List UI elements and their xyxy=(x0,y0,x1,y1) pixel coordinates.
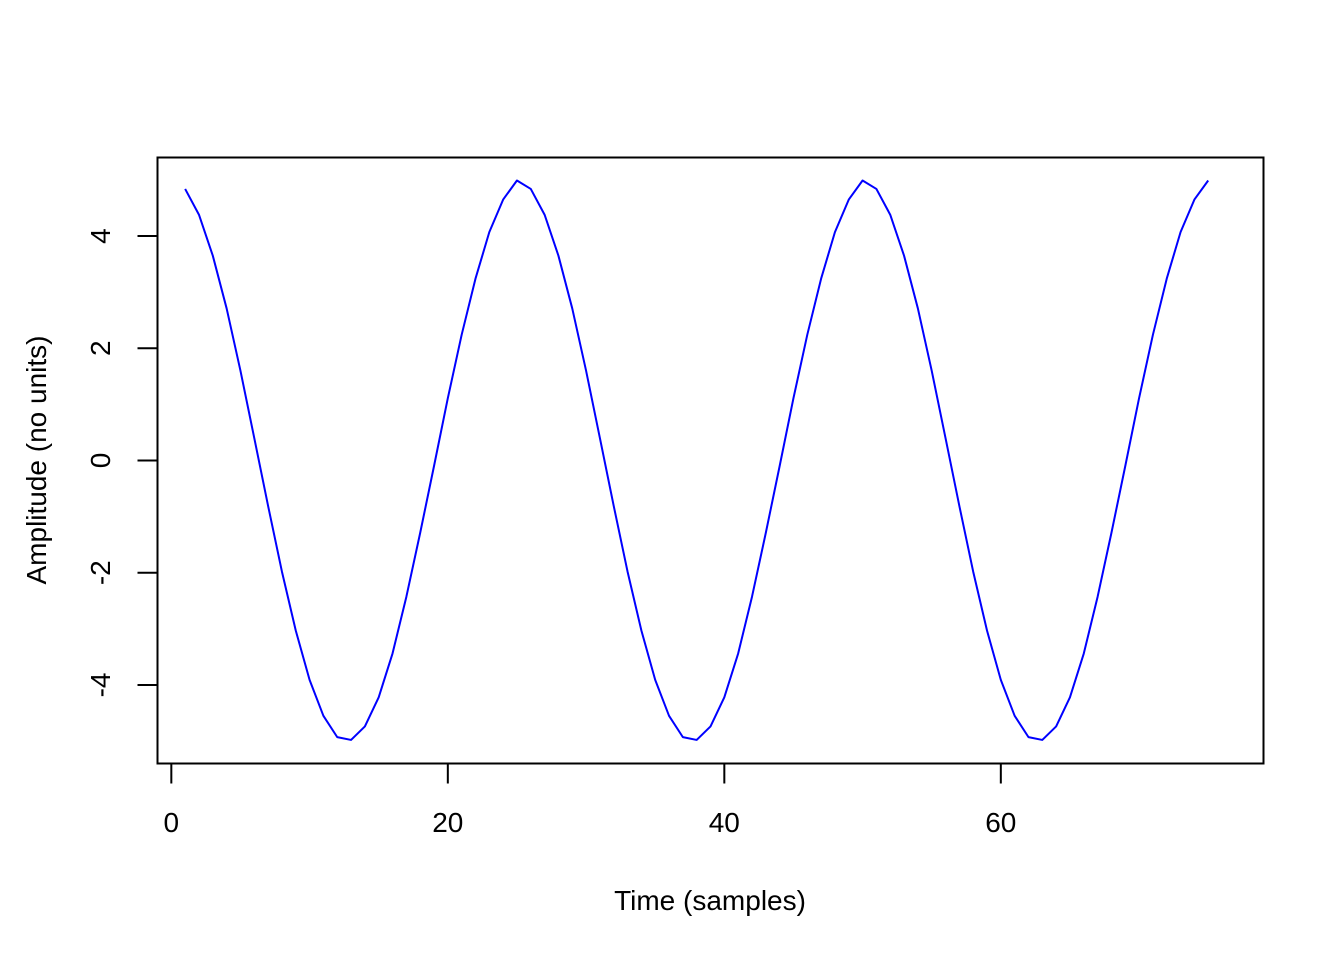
x-tick-label: 0 xyxy=(164,807,180,838)
y-axis-title: Amplitude (no units) xyxy=(21,335,52,584)
y-tick-label: -2 xyxy=(85,560,116,585)
y-tick-label: 0 xyxy=(85,453,116,469)
y-tick-label: -4 xyxy=(85,672,116,697)
x-tick-label: 20 xyxy=(432,807,463,838)
y-tick-label: 2 xyxy=(85,340,116,356)
plot-frame xyxy=(156,156,1265,765)
series-layer xyxy=(184,179,1210,741)
x-tick-label: 60 xyxy=(985,807,1016,838)
x-axis-title: Time (samples) xyxy=(614,885,806,916)
series-line-0 xyxy=(184,179,1210,741)
y-tick-label: 4 xyxy=(85,228,116,244)
x-axis: 0 20 40 60 xyxy=(164,762,1016,838)
y-axis: -4 -2 0 2 4 xyxy=(85,228,159,697)
x-tick-label: 40 xyxy=(709,807,740,838)
